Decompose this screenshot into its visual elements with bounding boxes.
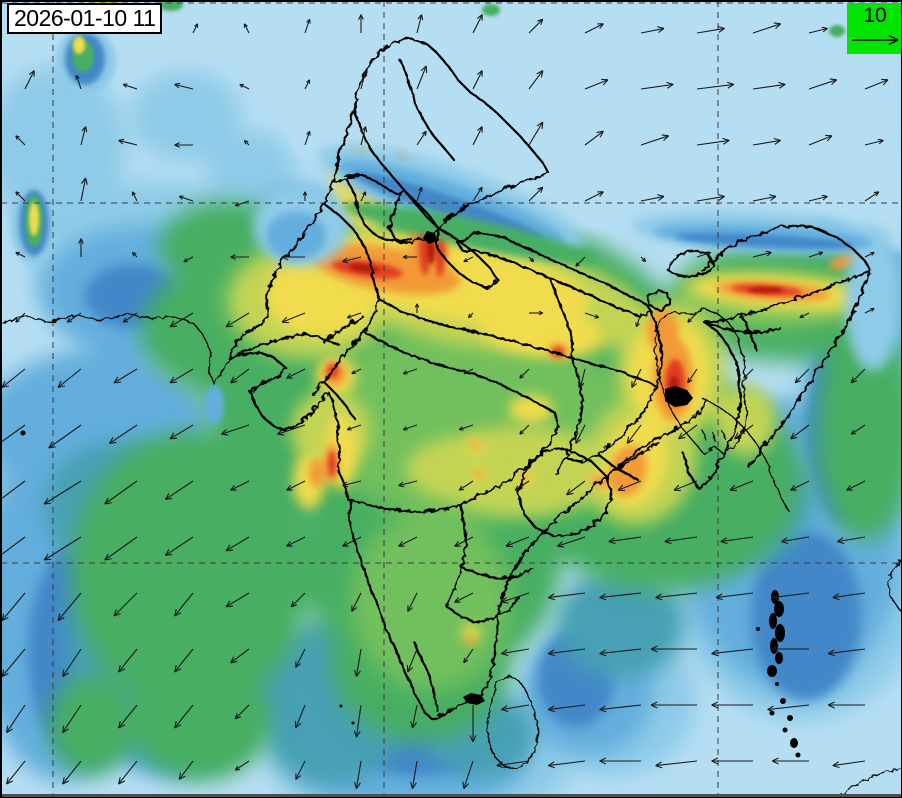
assam-valley-south [701,267,871,323]
karnataka-inner-border [443,501,467,607]
arunachal-north-border [699,222,871,271]
wind-legend: 10 [847,3,901,54]
lakshadweep-islands [20,430,355,725]
bihar-west-border [547,275,573,359]
tn-ap-border [471,595,521,623]
wind-legend-value: 10 [863,4,887,27]
east-coast [479,399,707,695]
bhutan-outline [665,247,715,277]
mp-maharashtra-border [361,329,555,413]
bangladesh-delta [700,428,726,441]
uttarakhand-outline [433,225,499,289]
bottom-frame-bar [1,794,901,797]
west-coast [345,497,438,719]
map-marks [20,231,801,758]
pakistan-coastline [1,312,229,384]
india-boundaries [226,36,871,719]
maharashtra-south-border [349,409,559,513]
myanmar-coast-fragment [886,558,901,612]
kutch-coast [226,349,353,501]
myanmar-coastline [700,396,788,510]
terrain-mask [181,1,901,253]
kerala-tn-border [411,639,439,713]
timestamp-label: 2026-01-10 11 [14,5,156,31]
karnataka-tn-border [443,603,475,623]
karnataka-ap-border [459,565,533,579]
ne-hills-outline [681,319,741,489]
bengal-north-border [649,309,663,387]
telangana-outline [515,445,613,537]
haryana-border [343,175,411,243]
rajasthan-gujarat-border [321,315,365,343]
sikkim-outline [645,287,671,311]
ladakh-divider [397,57,455,161]
up-mp-border [375,295,573,359]
delhi-city-mark [423,231,437,244]
himachal-outline [387,187,439,243]
timestamp-box: 2026-01-10 11 [7,3,163,34]
nagaland-manipur-border [745,267,871,467]
rajasthan-east-border [309,201,379,395]
assam-inner-border [739,312,757,351]
wind-legend-arrow-icon [852,34,899,46]
bihar-jharkhand-border [569,355,657,387]
meghalaya-border [701,319,781,333]
rameswaram-mark [463,693,485,705]
jharkhand-odisha-border [563,383,657,463]
gujarat-maharashtra-border [321,379,355,419]
india-pakistan-border [226,107,355,360]
kutch-rann-border [226,331,339,360]
kolkata-city-mark [665,386,693,407]
sri-lanka-outline [485,674,538,768]
